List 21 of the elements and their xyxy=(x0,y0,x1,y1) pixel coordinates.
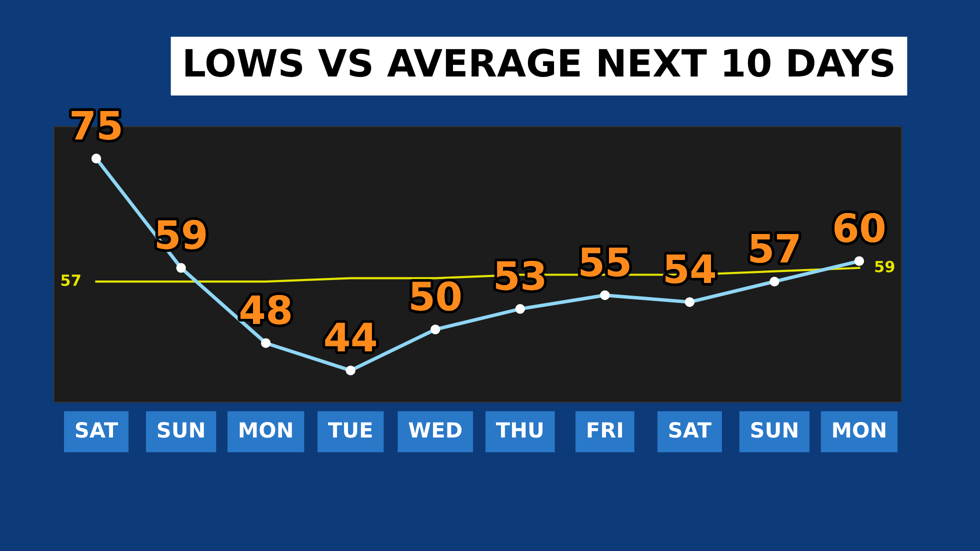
x-tick-label: MON xyxy=(240,422,292,438)
x-tick-label: SAT xyxy=(76,422,118,438)
x-tick-label: SAT xyxy=(669,422,712,438)
data-label: 75 xyxy=(72,110,121,140)
data-label: 50 xyxy=(411,281,461,311)
data-label: 59 xyxy=(157,220,206,250)
data-label: 55 xyxy=(580,248,630,277)
chart-title: LOWS VS AVERAGE NEXT 10 DAYS xyxy=(186,48,894,77)
x-tick-label: TUE xyxy=(328,422,372,438)
data-label: 44 xyxy=(325,322,376,352)
data-label: 59 xyxy=(875,260,894,272)
x-tick-label: WED xyxy=(408,422,462,438)
x-tick-label: THU xyxy=(496,422,543,438)
data-label: 57 xyxy=(750,234,798,263)
data-label: 57 xyxy=(61,274,80,286)
x-tick-label: SUN xyxy=(158,422,204,438)
x-tick-label: MON xyxy=(833,422,886,438)
x-tick-label: FRI xyxy=(588,422,622,438)
x-tick-label: SUN xyxy=(751,422,798,438)
data-label: 48 xyxy=(240,295,290,324)
data-label: 60 xyxy=(834,213,884,242)
